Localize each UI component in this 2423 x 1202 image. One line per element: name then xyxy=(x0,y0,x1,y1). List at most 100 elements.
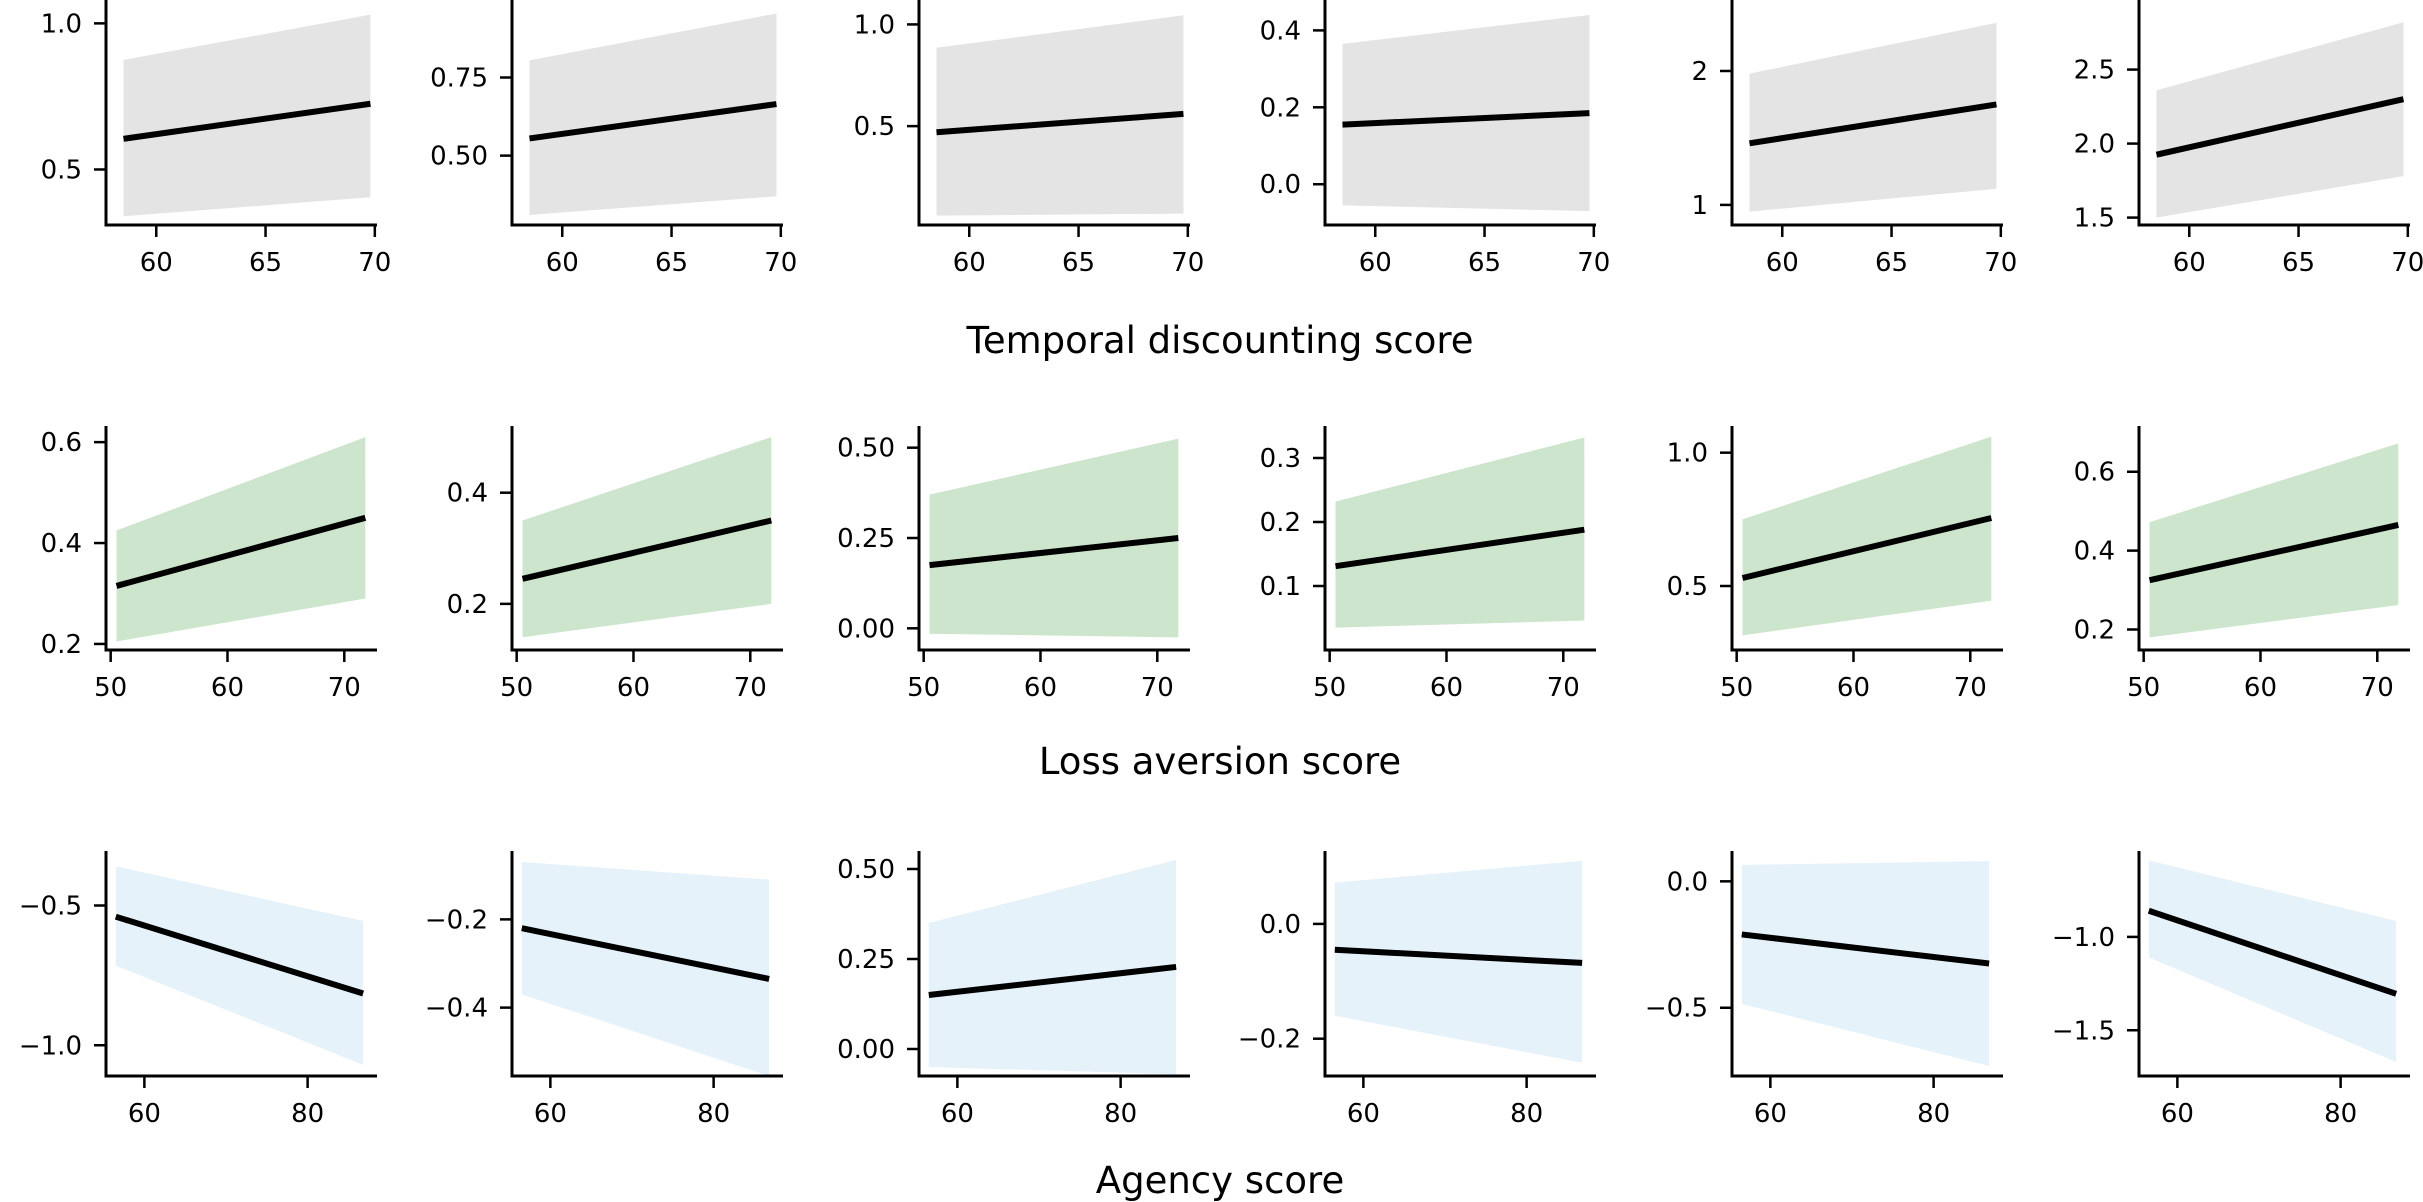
y-tick-label: 1.0 xyxy=(41,9,82,39)
panel-r1-c3: 50 60 70 0.1 0.2 0.3 xyxy=(1260,426,1596,703)
regression-line xyxy=(2148,522,2399,584)
x-tick-label: 50 xyxy=(907,673,940,703)
y-tick-label: −1.5 xyxy=(2052,1016,2115,1046)
y-tick-label: 0.00 xyxy=(837,614,895,644)
regression-line xyxy=(1749,101,1997,147)
regression-line xyxy=(123,100,371,142)
confidence-band xyxy=(1741,861,1990,1066)
confidence-band xyxy=(928,860,1177,1075)
regression-line xyxy=(2147,907,2398,997)
x-tick-label: 70 xyxy=(2361,673,2394,703)
confidence-band xyxy=(529,13,777,215)
panel-r1-c5: 50 60 70 0.2 0.4 0.6 xyxy=(2074,426,2410,703)
x-tick-label: 80 xyxy=(1104,1099,1137,1129)
confidence-band xyxy=(929,438,1179,638)
row-label-temporal-discounting: Temporal discounting score xyxy=(966,319,1474,362)
x-tick-label: 60 xyxy=(546,248,579,278)
y-tick-label: 0.50 xyxy=(837,434,895,464)
y-tick-label: 0.75 xyxy=(430,64,488,94)
panel-r2-c4: 60 80 −0.5 0.0 xyxy=(1645,851,2003,1129)
y-tick-label: 0.2 xyxy=(1260,508,1301,538)
confidence-band xyxy=(521,862,770,1076)
x-tick-label: 65 xyxy=(1062,248,1095,278)
panel-r0-c3: 60 65 70 0.0 0.2 0.4 xyxy=(1260,0,1610,278)
panel-r2-c5: 60 80 −1.5 −1.0 xyxy=(2052,851,2410,1129)
regression-line xyxy=(929,535,1179,569)
x-tick-label: 65 xyxy=(655,248,688,278)
y-tick-label: −1.0 xyxy=(19,1031,82,1061)
regression-line xyxy=(521,925,770,982)
x-tick-label: 60 xyxy=(534,1099,567,1129)
y-tick-label: 0.6 xyxy=(41,428,82,458)
confidence-band xyxy=(936,15,1184,216)
y-tick-label: 1.0 xyxy=(854,10,895,40)
x-tick-label: 60 xyxy=(1347,1099,1380,1129)
x-tick-label: 70 xyxy=(2391,248,2423,278)
panel-r0-c1: 60 65 70 0.50 0.75 xyxy=(430,0,797,278)
y-tick-label: 0.0 xyxy=(1667,867,1708,897)
confidence-band xyxy=(2156,22,2404,218)
y-tick-label: 0.4 xyxy=(2074,537,2115,567)
y-tick-label: −1.0 xyxy=(2052,923,2115,953)
x-tick-label: 60 xyxy=(2161,1099,2194,1129)
y-tick-label: 0.25 xyxy=(837,945,895,975)
panel-grid: 60 65 70 0.5 1.0 60 65 70 0.50 0.75 60 65 70 0.5 1.0 60… xyxy=(19,0,2423,1129)
y-tick-label: 0.50 xyxy=(837,855,895,885)
y-tick-label: 0.6 xyxy=(2074,458,2115,488)
x-tick-label: 80 xyxy=(697,1099,730,1129)
panel-r2-c3: 60 80 −0.2 0.0 xyxy=(1238,851,1596,1129)
y-tick-label: 0.2 xyxy=(447,590,488,620)
regression-line xyxy=(114,913,365,997)
y-tick-label: 0.25 xyxy=(837,524,895,554)
y-tick-label: 2.0 xyxy=(2074,130,2115,160)
x-tick-label: 70 xyxy=(1547,673,1580,703)
x-tick-label: 60 xyxy=(211,673,244,703)
x-tick-label: 60 xyxy=(2244,673,2277,703)
y-tick-label: 0.00 xyxy=(837,1035,895,1065)
y-tick-label: 0.0 xyxy=(1260,170,1301,200)
x-tick-label: 50 xyxy=(94,673,127,703)
x-tick-label: 50 xyxy=(1313,673,1346,703)
regression-line xyxy=(1741,931,1990,967)
confidence-band xyxy=(1334,860,1583,1063)
confidence-band xyxy=(1335,437,1585,628)
x-tick-label: 65 xyxy=(1875,248,1908,278)
x-tick-label: 60 xyxy=(1837,673,1870,703)
confidence-band xyxy=(2149,443,2399,638)
panel-r1-c4: 50 60 70 0.5 1.0 xyxy=(1667,426,2003,703)
y-tick-label: 0.2 xyxy=(2074,615,2115,645)
y-tick-label: 0.5 xyxy=(854,112,895,142)
panel-r0-c2: 60 65 70 0.5 1.0 xyxy=(854,0,1204,278)
y-tick-label: 0.4 xyxy=(1260,16,1301,46)
x-tick-label: 80 xyxy=(1510,1099,1543,1129)
confidence-band xyxy=(1742,436,1992,636)
y-tick-label: 1.0 xyxy=(1667,439,1708,469)
regression-line xyxy=(521,517,773,582)
x-tick-label: 80 xyxy=(291,1099,324,1129)
confidence-band xyxy=(1342,15,1590,212)
regression-line xyxy=(1335,526,1585,570)
x-tick-label: 70 xyxy=(358,248,391,278)
regression-line xyxy=(928,963,1177,998)
confidence-band xyxy=(123,14,371,217)
x-tick-label: 60 xyxy=(941,1099,974,1129)
regression-line xyxy=(115,514,367,589)
x-tick-label: 50 xyxy=(500,673,533,703)
y-tick-label: 0.50 xyxy=(430,142,488,172)
x-tick-label: 80 xyxy=(2324,1099,2357,1129)
regression-line xyxy=(1741,515,1993,581)
y-tick-label: 0.5 xyxy=(41,155,82,185)
confidence-band xyxy=(115,866,364,1065)
x-tick-label: 70 xyxy=(1954,673,1987,703)
x-tick-label: 60 xyxy=(140,248,173,278)
y-tick-label: 0.5 xyxy=(1667,572,1708,602)
x-tick-label: 65 xyxy=(2282,248,2315,278)
x-tick-label: 70 xyxy=(328,673,361,703)
y-tick-label: 0.3 xyxy=(1260,444,1301,474)
x-tick-label: 80 xyxy=(1917,1099,1950,1129)
regression-line xyxy=(1334,946,1583,966)
y-tick-label: −0.5 xyxy=(1645,994,1708,1024)
y-tick-label: −0.2 xyxy=(425,905,488,935)
y-tick-label: 0.2 xyxy=(41,630,82,660)
